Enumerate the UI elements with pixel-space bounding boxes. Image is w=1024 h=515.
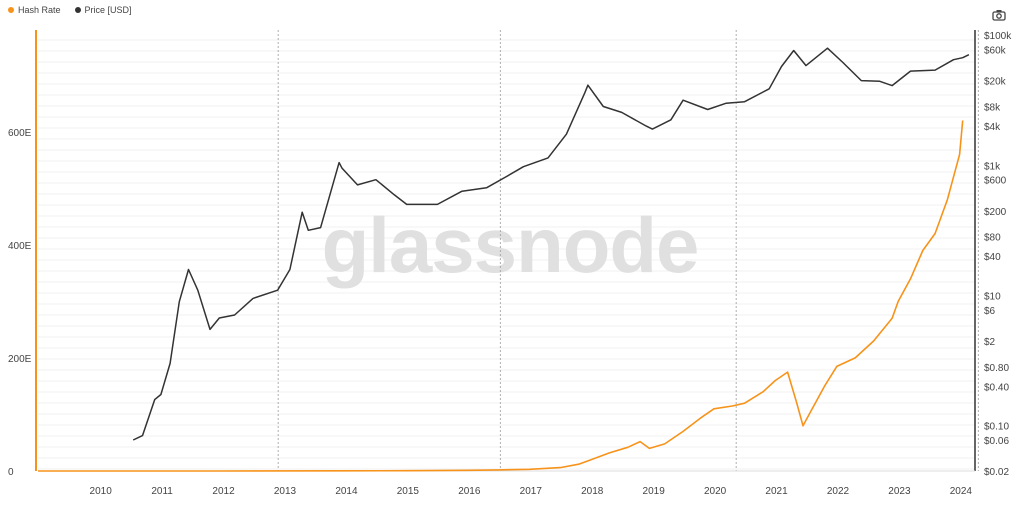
legend-item-hash-rate[interactable]: Hash Rate xyxy=(8,5,61,15)
watermark: glassnode xyxy=(322,201,699,289)
y-left-tick-label: 200E xyxy=(8,354,32,365)
price-dot-icon xyxy=(74,7,81,13)
y-left-tick-label: 600E xyxy=(8,128,32,139)
x-tick-label: 2017 xyxy=(520,486,543,497)
x-tick-label: 2021 xyxy=(765,486,788,497)
x-tick-label: 2011 xyxy=(151,486,173,497)
x-tick-label: 2018 xyxy=(581,486,604,497)
y-right-tick-label: $80 xyxy=(984,233,1001,244)
camera-icon[interactable] xyxy=(992,8,1006,21)
x-tick-label: 2024 xyxy=(950,486,973,497)
y-right-tick-label: $0.02 xyxy=(984,467,1009,478)
y-right-tick-label: $200 xyxy=(984,207,1007,218)
y-right-tick-label: $20k xyxy=(984,77,1007,88)
x-tick-label: 2019 xyxy=(643,486,666,497)
hash-rate-line xyxy=(38,120,964,472)
x-tick-label: 2016 xyxy=(458,486,481,497)
y-right-tick-label: $600 xyxy=(984,176,1007,187)
x-tick-label: 2012 xyxy=(212,486,235,497)
y-right-tick-label: $0.40 xyxy=(984,382,1009,393)
y-right-tick-label: $2 xyxy=(984,337,996,348)
x-tick-label: 2022 xyxy=(827,486,850,497)
y-right-tick-label: $6 xyxy=(984,306,996,317)
x-tick-label: 2015 xyxy=(397,486,420,497)
legend-item-price[interactable]: Price [USD] xyxy=(74,5,132,15)
hash-rate-dot-icon xyxy=(8,7,14,13)
x-tick-label: 2020 xyxy=(704,486,727,497)
price-line xyxy=(132,47,970,441)
legend: Hash Rate Price [USD] xyxy=(8,5,132,15)
x-tick-label: 2014 xyxy=(335,486,358,497)
x-tick-label: 2023 xyxy=(888,486,911,497)
y-right-tick-label: $1k xyxy=(984,161,1001,172)
x-tick-label: 2013 xyxy=(274,486,297,497)
y-right-tick-label: $100k xyxy=(984,31,1012,42)
y-right-tick-label: $40 xyxy=(984,252,1001,263)
legend-label-price: Price [USD] xyxy=(84,5,132,15)
y-left-tick-label: 0 xyxy=(8,467,14,478)
y-right-tick-label: $8k xyxy=(984,103,1001,114)
y-right-tick-label: $0.80 xyxy=(984,363,1009,374)
legend-label-hash-rate: Hash Rate xyxy=(18,5,61,15)
y-right-tick-label: $0.10 xyxy=(984,422,1009,433)
y-right-tick-label: $4k xyxy=(984,122,1001,133)
y-right-tick-label: $10 xyxy=(984,291,1001,302)
y-right-tick-label: $60k xyxy=(984,46,1007,57)
y-left-tick-label: 400E xyxy=(8,241,32,252)
x-tick-label: 2010 xyxy=(90,486,113,497)
y-right-tick-label: $0.06 xyxy=(984,436,1009,447)
